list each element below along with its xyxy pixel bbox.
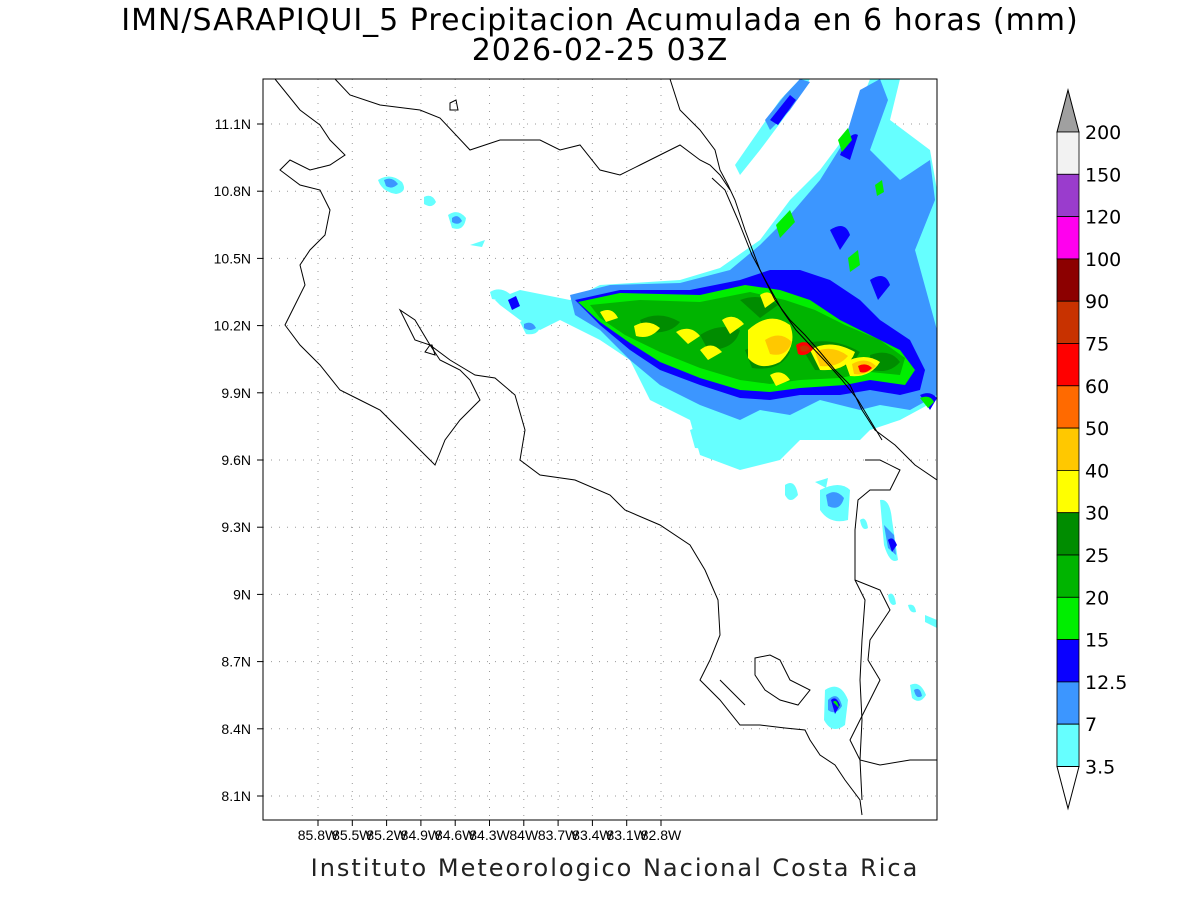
colorbar-label: 25 [1085, 545, 1109, 567]
colorbar-label: 20 [1085, 587, 1109, 609]
lat-tick-label: 10.2N [214, 318, 251, 334]
colorbar-label: 150 [1085, 164, 1121, 186]
lon-tick-label: 84.3W [469, 827, 510, 843]
colorbar-label: 40 [1085, 460, 1109, 482]
colorbar-swatch [1056, 258, 1080, 302]
colorbar-swatch [1056, 343, 1080, 387]
colorbar-label: 200 [1085, 122, 1121, 144]
colorbar-label: 12.5 [1085, 672, 1127, 694]
colorbar-swatch [1056, 596, 1080, 640]
colorbar-swatch [1056, 469, 1080, 514]
lat-tick-label: 9N [233, 586, 251, 602]
border-line [711, 177, 883, 801]
colorbar-swatch [1056, 300, 1080, 344]
colorbar-swatch [1056, 512, 1080, 556]
coastline [274, 79, 937, 816]
lat-tick-label: 9.3N [221, 519, 251, 535]
colorbar-swatch [1056, 723, 1080, 767]
lat-tick-label: 10.8N [214, 183, 251, 199]
colorbar-label: 15 [1085, 630, 1109, 652]
map-datetime: 2026-02-25 03Z [471, 33, 729, 68]
colorbar-swatch [1056, 639, 1080, 683]
colorbar-swatch [1056, 385, 1080, 429]
colorbar-swatch [1056, 216, 1080, 260]
lat-tick-label: 9.9N [221, 385, 251, 401]
colorbar-swatch [1056, 131, 1080, 175]
colorbar-label: 3.5 [1085, 757, 1115, 779]
lat-tick-label: 10.5N [214, 250, 251, 266]
lat-tick-label: 9.6N [221, 452, 251, 468]
colorbar-label: 100 [1085, 249, 1121, 271]
colorbar-label: 60 [1085, 376, 1109, 398]
lat-tick-label: 8.1N [221, 788, 251, 804]
colorbar-swatch [1056, 554, 1080, 598]
colorbar: 200 150 120 100 90 75 60 50 40 30 25 20 15 12.5 7 3.5 [1056, 88, 1127, 811]
credit-footer: Instituto Meteorologico Nacional Costa R… [310, 854, 920, 882]
lon-tick-label: 84.9W [401, 827, 442, 843]
lon-tick-label: 83.1W [606, 827, 647, 843]
colorbar-label: 7 [1085, 714, 1097, 736]
colorbar-label: 120 [1085, 207, 1121, 229]
lon-tick-label: 83.4W [572, 827, 613, 843]
lat-tick-label: 11.1N [215, 116, 251, 132]
colorbar-swatch [1056, 681, 1080, 725]
colorbar-swatch [1056, 173, 1080, 218]
lon-tick-label: 85.5W [332, 827, 373, 843]
colorbar-label: 75 [1085, 334, 1109, 356]
map-title: IMN/SARAPIQUI_5 Precipitacion Acumulada … [121, 3, 1079, 38]
colorbar-label: 50 [1085, 418, 1109, 440]
colorbar-label: 90 [1085, 291, 1109, 313]
colorbar-label: 30 [1085, 503, 1109, 525]
lon-tick-label: 85.2W [366, 827, 407, 843]
colorbar-swatch [1056, 427, 1080, 471]
lon-tick-label: 85.8W [298, 827, 339, 843]
map-frame [262, 78, 938, 821]
lon-tick-label: 83.7W [538, 827, 579, 843]
grid-lines [263, 79, 937, 820]
lon-tick-label: 84.6W [435, 827, 476, 843]
lon-tick-label: 84W [509, 827, 539, 843]
colorbar-bottom-arrow [1056, 766, 1080, 811]
lon-tick-label: 82.8W [641, 827, 682, 843]
lat-tick-label: 8.4N [221, 721, 251, 737]
colorbar-top-arrow [1056, 88, 1080, 133]
latitude-axis: 11.1N 10.8N 10.5N 10.2N 9.9N 9.6N 9.3N 9N 8.7N 8.… [214, 116, 263, 804]
lat-tick-label: 8.7N [221, 654, 251, 670]
